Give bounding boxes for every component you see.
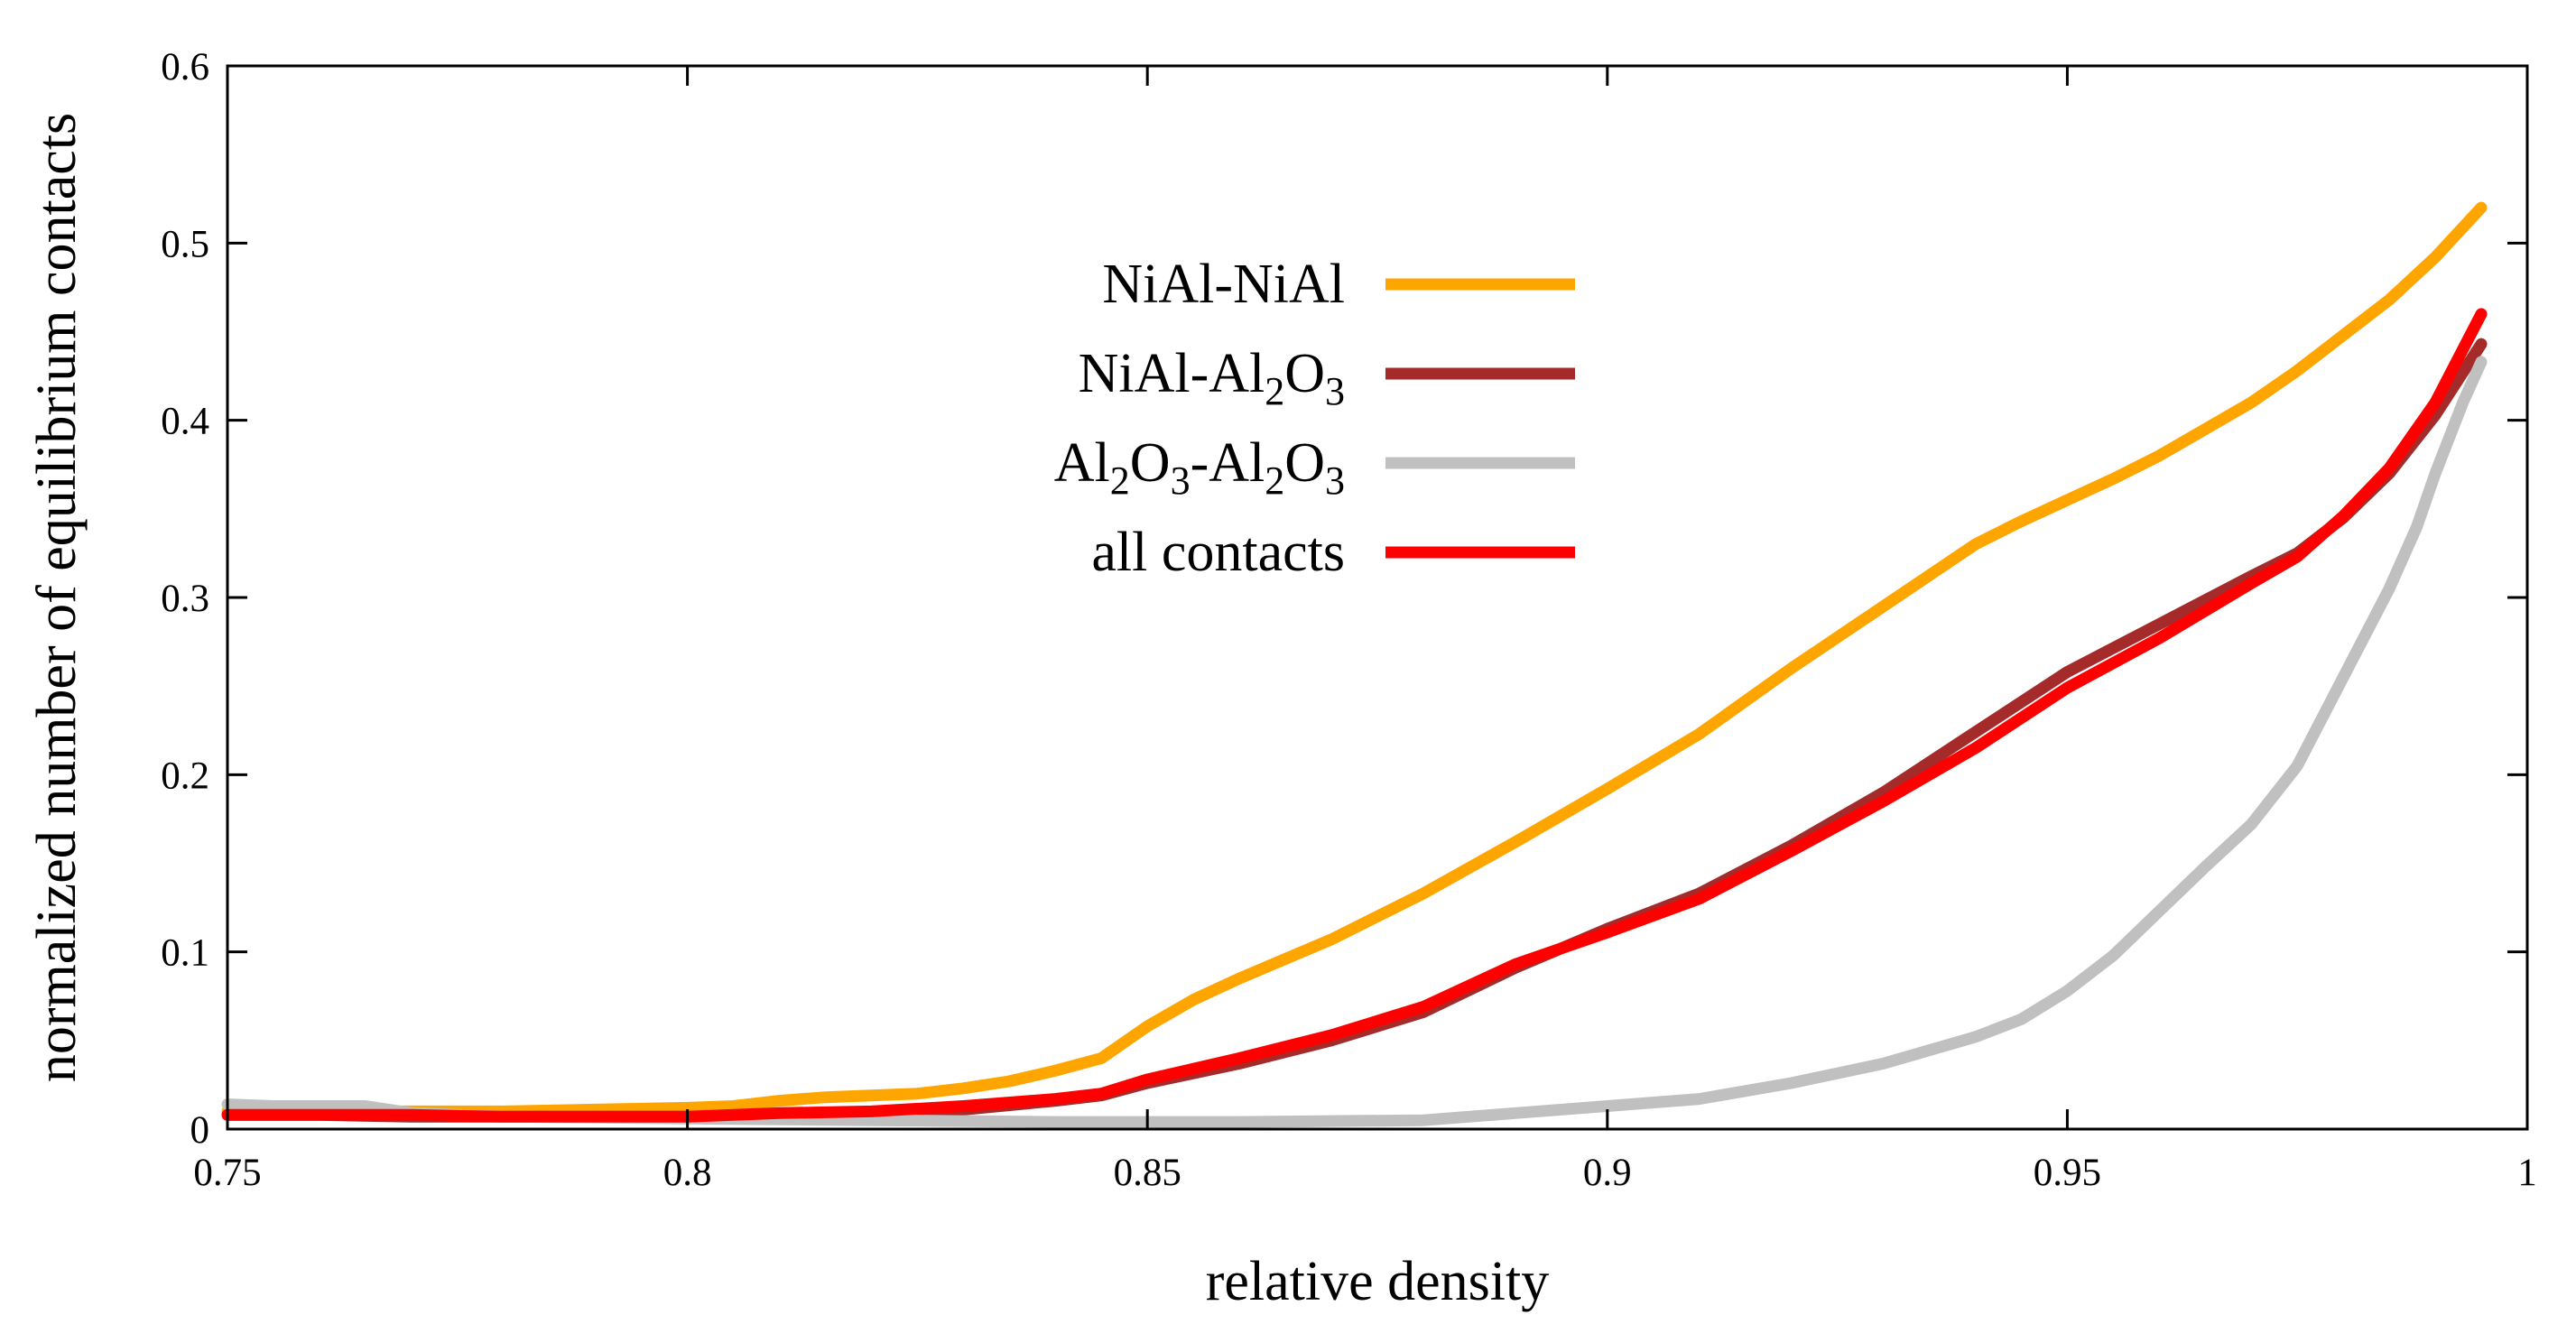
y-axis-title: normalized number of equilibrium contact… <box>26 113 88 1082</box>
x-tick-label: 0.75 <box>193 1152 261 1194</box>
y-tick-label: 0.3 <box>161 578 209 620</box>
series-layer <box>221 201 2488 1128</box>
y-tick-label: 0.5 <box>161 223 209 265</box>
x-tick-label: 0.9 <box>1583 1152 1632 1194</box>
series-line-3 <box>221 308 2488 1123</box>
legend-label-1: NiAl-Al2O3 <box>1079 343 1345 413</box>
x-tick-label: 0.8 <box>663 1152 712 1194</box>
y-tick-label: 0.6 <box>161 46 209 88</box>
legend-label-2: Al2O3-Al2O3 <box>1054 432 1345 503</box>
x-axis-title: relative density <box>1206 1251 1549 1312</box>
series-line-0 <box>221 201 2488 1117</box>
ticks-layer: 0.75 0.8 0.85 0.9 0.95 1 0 0.1 0.2 0.3 0.4 0.5 0.6 <box>161 46 2537 1194</box>
y-tick-label: 0.1 <box>161 932 209 975</box>
x-tick-label: 0.85 <box>1114 1152 1181 1194</box>
legend: NiAl-NiAl NiAl-Al2O3 Al2O3-Al2O3 all contac… <box>1054 254 1575 583</box>
x-tick-label: 1 <box>2517 1152 2537 1194</box>
y-tick-label: 0.4 <box>161 401 209 443</box>
y-tick-label: 0 <box>190 1109 210 1152</box>
x-tick-label: 0.95 <box>2034 1152 2101 1194</box>
legend-label-3: all contacts <box>1091 522 1345 583</box>
legend-label-0: NiAl-NiAl <box>1102 254 1345 315</box>
y-tick-label: 0.2 <box>161 755 209 797</box>
